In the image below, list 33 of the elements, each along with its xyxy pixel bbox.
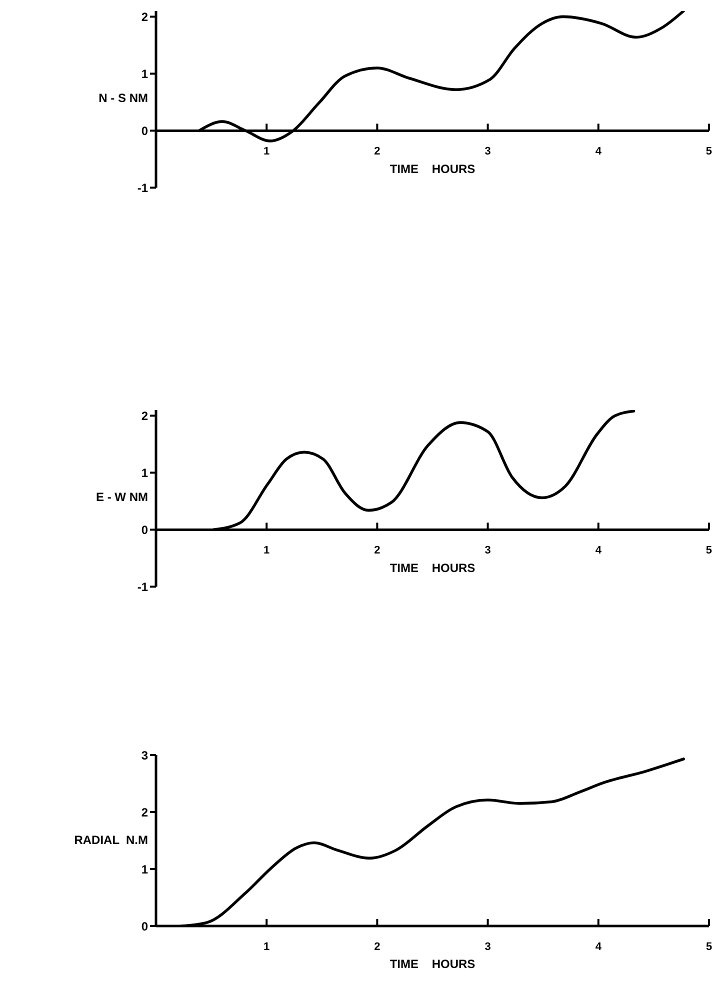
y-tick-label: 0 — [141, 522, 148, 537]
x-tick-label: 4 — [595, 544, 602, 557]
y-tick-label: 2 — [141, 805, 148, 820]
x-tick-label: 2 — [374, 544, 380, 557]
y-tick-label: 2 — [141, 408, 148, 423]
x-tick-label: 5 — [706, 544, 712, 557]
y-axis-title: RADIAL N.M — [73, 832, 148, 846]
x-tick-label: 4 — [595, 146, 602, 158]
x-tick-label: 1 — [264, 146, 270, 158]
x-tick-label: 5 — [706, 941, 712, 953]
y-tick-label: 1 — [141, 466, 148, 480]
y-axis-title: N - S NM — [98, 91, 148, 106]
x-tick-label: 3 — [484, 544, 491, 557]
x-tick-label: 3 — [484, 146, 491, 158]
x-tick-label: 4 — [595, 941, 602, 953]
x-tick-label: 3 — [484, 941, 491, 953]
y-tick-label: -1 — [137, 180, 148, 195]
x-axis-title: TIME HOURS — [388, 560, 476, 575]
x-tick-label: 1 — [264, 544, 270, 557]
x-tick-label: 2 — [374, 146, 380, 158]
x-axis-title: TIME HOURS — [388, 957, 476, 971]
y-tick-label: 3 — [141, 748, 148, 762]
x-tick-label: 5 — [706, 146, 712, 158]
x-tick-label: 2 — [374, 941, 380, 953]
x-tick-label: 1 — [264, 941, 270, 953]
y-axis-title: E - W NM — [95, 490, 148, 504]
y-tick-label: 2 — [141, 10, 148, 24]
x-axis-title: TIME HOURS — [388, 162, 476, 176]
y-tick-label: 1 — [141, 862, 148, 876]
y-tick-label: -1 — [137, 580, 148, 594]
y-tick-label: 0 — [141, 124, 148, 138]
y-tick-label: 1 — [141, 66, 148, 81]
y-tick-label: 0 — [141, 919, 148, 934]
